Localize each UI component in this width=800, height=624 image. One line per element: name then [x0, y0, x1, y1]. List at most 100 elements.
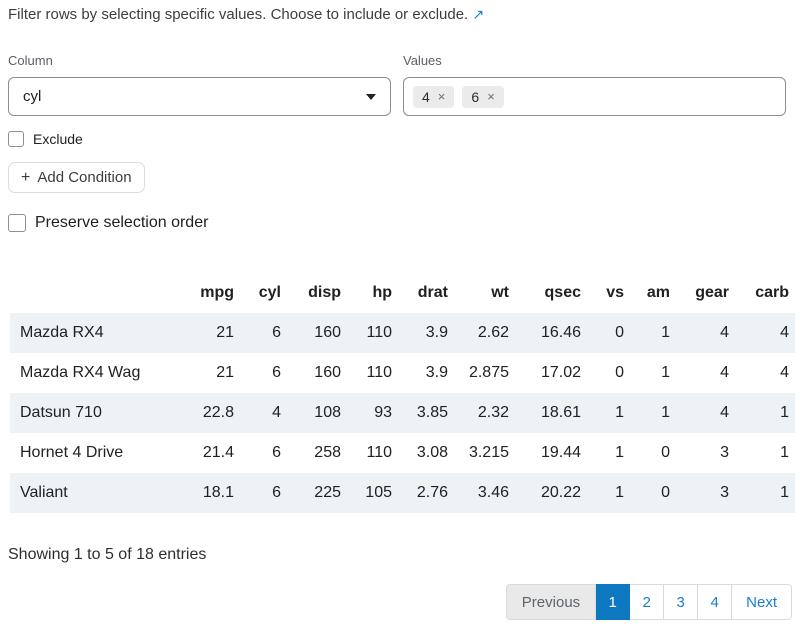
cell-hp: 110	[366, 364, 392, 381]
data-table: mpg cyl disp hp drat wt qsec vs am gear …	[10, 277, 795, 513]
cell-am: 1	[661, 404, 670, 421]
cell-qsec: 19.44	[540, 444, 581, 461]
values-label: Values	[403, 53, 442, 68]
cell-mpg: 18.1	[202, 484, 234, 501]
cell-hp: 93	[374, 404, 392, 421]
exclude-checkbox[interactable]	[8, 131, 24, 147]
row-name-cell: Hornet 4 Drive	[20, 444, 124, 461]
column-header-mpg[interactable]: mpg	[200, 284, 234, 301]
cell-disp: 160	[314, 364, 341, 381]
cell-cyl: 6	[272, 364, 281, 381]
table-row[interactable]: Hornet 4 Drive 21.4 6 258 110 3.08 3.215…	[10, 433, 795, 473]
column-header-disp[interactable]: disp	[308, 284, 341, 301]
column-select-value: cyl	[23, 88, 42, 105]
cell-wt: 3.215	[468, 444, 509, 461]
remove-tag-icon[interactable]: ×	[487, 89, 495, 104]
column-header-hp[interactable]: hp	[372, 284, 392, 301]
column-header-wt[interactable]: wt	[491, 284, 509, 301]
cell-qsec: 18.61	[540, 404, 581, 421]
exclude-label[interactable]: Exclude	[33, 131, 83, 147]
row-name-cell: Mazda RX4	[20, 324, 104, 341]
cell-drat: 2.76	[416, 484, 448, 501]
pagination-page-1-button[interactable]: 1	[596, 584, 631, 620]
values-input[interactable]: 4 × 6 ×	[403, 77, 786, 116]
pagination-page-4-button[interactable]: 4	[698, 584, 733, 620]
cell-vs: 1	[615, 444, 624, 461]
values-field: Values 4 × 6 ×	[403, 53, 786, 116]
cell-disp: 160	[314, 324, 341, 341]
table-row[interactable]: Valiant 18.1 6 225 105 2.76 3.46 20.22 1…	[10, 473, 795, 513]
cell-carb: 4	[780, 364, 789, 381]
remove-tag-icon[interactable]: ×	[437, 89, 446, 104]
cell-drat: 3.08	[416, 444, 448, 461]
column-field: Column cyl	[8, 53, 391, 116]
cell-cyl: 6	[272, 484, 281, 501]
table-row[interactable]: Datsun 710 22.8 4 108 93 3.85 2.32 18.61…	[10, 393, 795, 433]
cell-hp: 105	[365, 484, 392, 501]
cell-qsec: 17.02	[540, 364, 581, 381]
column-header-cyl[interactable]: cyl	[258, 284, 281, 301]
entries-summary: Showing 1 to 5 of 18 entries	[8, 546, 207, 563]
cell-disp: 108	[314, 404, 341, 421]
cell-drat: 3.9	[425, 364, 448, 381]
cell-vs: 0	[615, 364, 624, 381]
cell-carb: 1	[780, 444, 789, 461]
cell-gear: 4	[720, 364, 729, 381]
filter-form: Column cyl Values 4 × 6 ×	[8, 53, 792, 116]
add-condition-button[interactable]: + Add Condition	[8, 162, 145, 193]
pagination-page-3-button[interactable]: 3	[664, 584, 699, 620]
column-header-qsec[interactable]: qsec	[544, 284, 581, 301]
column-label: Column	[8, 53, 53, 68]
row-name-cell: Mazda RX4 Wag	[20, 364, 141, 381]
preserve-order-checkbox[interactable]	[8, 214, 26, 232]
value-tag: 6 ×	[462, 85, 504, 108]
cell-gear: 4	[720, 404, 729, 421]
cell-gear: 3	[720, 444, 729, 461]
cell-carb: 4	[780, 324, 789, 341]
cell-mpg: 21	[216, 324, 234, 341]
pagination-previous-button[interactable]: Previous	[505, 584, 597, 620]
cell-qsec: 20.22	[540, 484, 581, 501]
instruction-label: Filter rows by selecting specific values…	[8, 6, 469, 23]
column-header-am[interactable]: am	[646, 284, 670, 301]
pagination: Previous 1 2 3 4 Next	[8, 584, 792, 620]
cell-wt: 2.32	[477, 404, 509, 421]
preserve-order-row: Preserve selection order	[8, 214, 792, 232]
cell-hp: 110	[366, 444, 392, 461]
cell-gear: 4	[720, 324, 729, 341]
cell-mpg: 21.4	[202, 444, 234, 461]
cell-cyl: 6	[272, 324, 281, 341]
column-select[interactable]: cyl	[8, 77, 391, 116]
add-condition-label: Add Condition	[37, 169, 132, 186]
column-header-rowname	[10, 277, 190, 313]
cell-wt: 2.875	[468, 364, 509, 381]
exclude-row: Exclude	[8, 131, 792, 147]
pagination-next-button[interactable]: Next	[732, 584, 792, 620]
chevron-down-icon	[366, 93, 376, 100]
cell-drat: 3.9	[425, 324, 448, 341]
cell-wt: 2.62	[477, 324, 509, 341]
cell-vs: 1	[615, 404, 624, 421]
pagination-page-2-button[interactable]: 2	[630, 584, 665, 620]
column-header-gear[interactable]: gear	[695, 284, 729, 301]
cell-am: 0	[661, 444, 670, 461]
column-header-drat[interactable]: drat	[417, 284, 448, 301]
table-row[interactable]: Mazda RX4 21 6 160 110 3.9 2.62 16.46 0 …	[10, 313, 795, 353]
preserve-order-label[interactable]: Preserve selection order	[35, 214, 209, 231]
cell-mpg: 21	[216, 364, 234, 381]
external-link-icon[interactable]: ↗	[472, 6, 485, 22]
cell-carb: 1	[780, 484, 789, 501]
value-tag-label: 4	[422, 88, 430, 105]
column-header-carb[interactable]: carb	[755, 284, 789, 301]
cell-disp: 258	[314, 444, 341, 461]
cell-gear: 3	[720, 484, 729, 501]
cell-vs: 1	[615, 484, 624, 501]
column-header-vs[interactable]: vs	[606, 284, 624, 301]
cell-wt: 3.46	[477, 484, 509, 501]
cell-hp: 110	[366, 324, 392, 341]
cell-qsec: 16.46	[540, 324, 581, 341]
row-name-cell: Valiant	[20, 484, 68, 501]
cell-drat: 3.85	[416, 404, 448, 421]
table-row[interactable]: Mazda RX4 Wag 21 6 160 110 3.9 2.875 17.…	[10, 353, 795, 393]
cell-mpg: 22.8	[202, 404, 234, 421]
